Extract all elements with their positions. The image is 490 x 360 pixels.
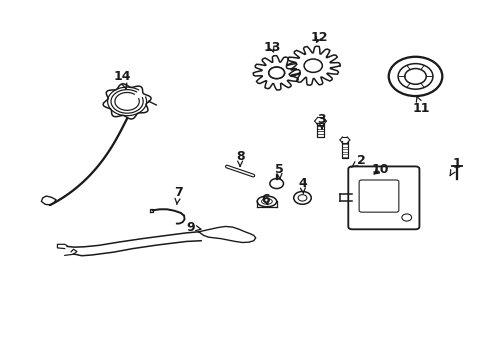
Text: 13: 13 bbox=[263, 41, 280, 54]
Text: 3: 3 bbox=[318, 113, 326, 129]
Text: 5: 5 bbox=[275, 163, 284, 179]
Text: 11: 11 bbox=[413, 96, 430, 115]
Text: 12: 12 bbox=[310, 31, 328, 44]
Text: 8: 8 bbox=[236, 150, 245, 166]
Text: 10: 10 bbox=[372, 163, 389, 176]
Text: 2: 2 bbox=[351, 154, 366, 167]
Text: 7: 7 bbox=[174, 186, 183, 204]
Text: 6: 6 bbox=[262, 193, 270, 206]
Text: 4: 4 bbox=[298, 177, 307, 193]
Text: 1: 1 bbox=[450, 157, 461, 176]
Text: 14: 14 bbox=[114, 70, 131, 89]
Text: 9: 9 bbox=[186, 221, 201, 234]
